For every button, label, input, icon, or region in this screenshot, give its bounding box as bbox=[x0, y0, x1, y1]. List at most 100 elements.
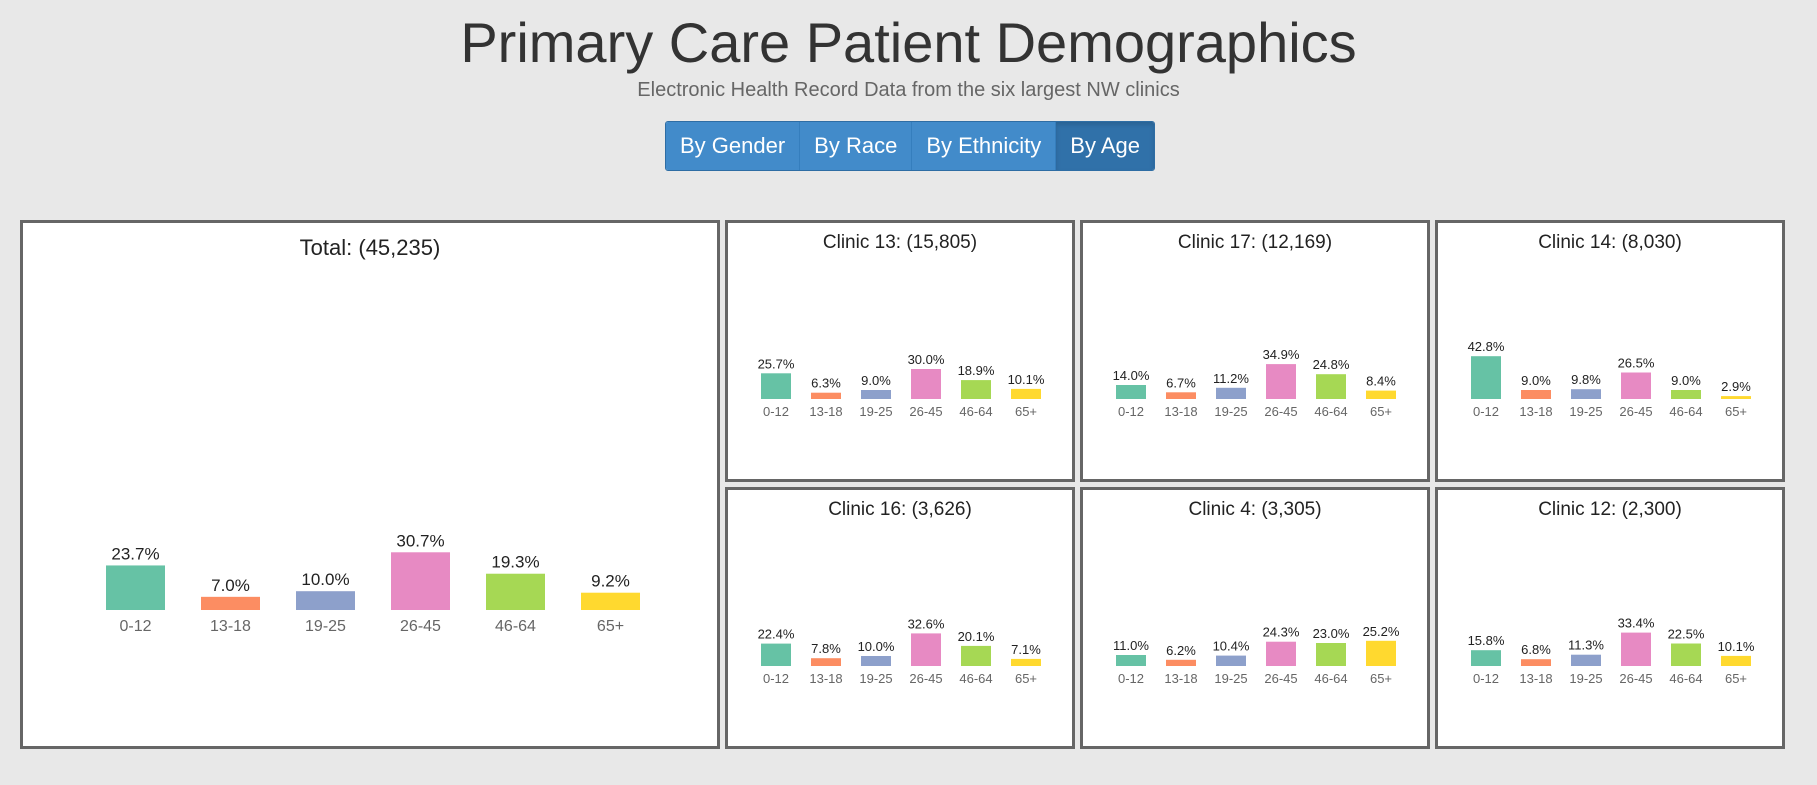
category-label: 46-64 bbox=[1669, 671, 1702, 686]
bar-chart: 14.0% 0-12 6.7% 13-18 11.2% 19-25 34.9% 26-45 24… bbox=[1113, 347, 1397, 419]
bar-chart: 15.8% 0-12 6.8% 13-18 11.3% 19-25 33.4% 26-45 22… bbox=[1468, 616, 1755, 686]
bar-26-45[interactable] bbox=[1621, 632, 1651, 666]
bar-19-25[interactable] bbox=[296, 591, 355, 610]
bar-65+[interactable] bbox=[1721, 396, 1751, 399]
value-label: 8.4% bbox=[1366, 374, 1396, 389]
bar-0-12[interactable] bbox=[761, 373, 791, 399]
chart-title: Clinic 4: (3,305) bbox=[1188, 499, 1322, 520]
clinic-4-chart-panel: 11.0% 0-12 6.2% 13-18 10.4% 19-25 24.3% 26-45 23… bbox=[1080, 487, 1430, 749]
category-label: 46-64 bbox=[959, 404, 992, 419]
bar-13-18[interactable] bbox=[811, 658, 841, 666]
bar-0-12[interactable] bbox=[1116, 385, 1146, 399]
bar-65+[interactable] bbox=[581, 592, 640, 610]
clinic-17-chart-panel: 14.0% 0-12 6.7% 13-18 11.2% 19-25 34.9% 26-45 24… bbox=[1080, 220, 1430, 482]
category-label: 19-25 bbox=[1214, 404, 1247, 419]
bar-26-45[interactable] bbox=[1266, 364, 1296, 399]
clinic-12-chart-panel: 15.8% 0-12 6.8% 13-18 11.3% 19-25 33.4% 26-45 22… bbox=[1435, 487, 1785, 749]
bar-19-25[interactable] bbox=[861, 656, 891, 666]
category-label: 19-25 bbox=[1569, 404, 1602, 419]
category-label: 19-25 bbox=[1569, 671, 1602, 686]
bar-0-12[interactable] bbox=[106, 565, 165, 610]
clinic-13-chart-panel: 25.7% 0-12 6.3% 13-18 9.0% 19-25 30.0% 26-45 18.… bbox=[725, 220, 1075, 482]
bar-13-18[interactable] bbox=[1521, 390, 1551, 399]
value-label: 9.0% bbox=[861, 373, 891, 388]
bar-26-45[interactable] bbox=[391, 552, 450, 610]
category-label: 46-64 bbox=[959, 671, 992, 686]
value-label: 19.3% bbox=[491, 553, 539, 572]
value-label: 24.8% bbox=[1313, 357, 1350, 372]
bar-chart: 42.8% 0-12 9.0% 13-18 9.8% 19-25 26.5% 26-45 9.0… bbox=[1468, 339, 1752, 419]
value-label: 30.0% bbox=[908, 352, 945, 367]
bar-0-12[interactable] bbox=[1116, 655, 1146, 666]
bar-26-45[interactable] bbox=[911, 633, 941, 666]
bar-19-25[interactable] bbox=[1216, 387, 1246, 399]
bar-19-25[interactable] bbox=[1571, 389, 1601, 399]
bar-65+[interactable] bbox=[1011, 658, 1041, 666]
bar-13-18[interactable] bbox=[811, 392, 841, 399]
bar-65+[interactable] bbox=[1366, 640, 1396, 666]
bar-46-64[interactable] bbox=[486, 573, 545, 610]
category-label: 46-64 bbox=[1314, 404, 1347, 419]
value-label: 42.8% bbox=[1468, 339, 1505, 354]
category-label: 65+ bbox=[1725, 404, 1747, 419]
view-toggle-group: By Gender By Race By Ethnicity By Age bbox=[665, 121, 1155, 171]
by-gender-button[interactable]: By Gender bbox=[666, 122, 801, 170]
value-label: 30.7% bbox=[396, 531, 444, 550]
bar-19-25[interactable] bbox=[861, 390, 891, 399]
category-label: 26-45 bbox=[1619, 404, 1652, 419]
chart-title: Total: (45,235) bbox=[299, 235, 441, 260]
category-label: 13-18 bbox=[809, 671, 842, 686]
bar-46-64[interactable] bbox=[961, 645, 991, 666]
value-label: 25.2% bbox=[1363, 624, 1400, 639]
bar-19-25[interactable] bbox=[1216, 655, 1246, 666]
clinic-14-chart-panel: 42.8% 0-12 9.0% 13-18 9.8% 19-25 26.5% 26-45 9.0… bbox=[1435, 220, 1785, 482]
value-label: 10.1% bbox=[1718, 639, 1755, 654]
category-label: 19-25 bbox=[859, 671, 892, 686]
clinic-16-chart-panel: 22.4% 0-12 7.8% 13-18 10.0% 19-25 32.6% 26-45 20… bbox=[725, 487, 1075, 749]
value-label: 7.1% bbox=[1011, 642, 1041, 657]
bar-26-45[interactable] bbox=[911, 369, 941, 399]
bar-0-12[interactable] bbox=[1471, 356, 1501, 399]
bar-46-64[interactable] bbox=[961, 380, 991, 399]
bar-0-12[interactable] bbox=[761, 643, 791, 666]
category-label: 13-18 bbox=[210, 618, 251, 635]
bar-13-18[interactable] bbox=[1166, 659, 1196, 666]
bar-26-45[interactable] bbox=[1621, 372, 1651, 400]
value-label: 20.1% bbox=[958, 629, 995, 644]
bar-46-64[interactable] bbox=[1671, 643, 1701, 667]
value-label: 22.5% bbox=[1668, 627, 1705, 642]
value-label: 23.0% bbox=[1313, 626, 1350, 641]
bar-chart: 25.7% 0-12 6.3% 13-18 9.0% 19-25 30.0% 26-45 18.… bbox=[758, 352, 1045, 419]
by-age-button[interactable]: By Age bbox=[1056, 122, 1154, 170]
bar-65+[interactable] bbox=[1721, 655, 1751, 666]
category-label: 0-12 bbox=[119, 618, 151, 635]
value-label: 9.8% bbox=[1571, 372, 1601, 387]
bar-46-64[interactable] bbox=[1316, 643, 1346, 666]
category-label: 0-12 bbox=[763, 671, 789, 686]
value-label: 11.0% bbox=[1113, 638, 1149, 653]
bar-chart: 23.7% 0-12 7.0% 13-18 10.0% 19-25 30.7% 26-45 19… bbox=[106, 531, 640, 635]
by-race-button[interactable]: By Race bbox=[800, 122, 913, 170]
category-label: 65+ bbox=[1725, 671, 1747, 686]
category-label: 65+ bbox=[1370, 404, 1392, 419]
value-label: 6.7% bbox=[1166, 375, 1196, 390]
bar-65+[interactable] bbox=[1366, 390, 1396, 399]
value-label: 25.7% bbox=[758, 356, 795, 371]
bar-26-45[interactable] bbox=[1266, 641, 1296, 666]
value-label: 11.2% bbox=[1213, 371, 1249, 386]
category-label: 26-45 bbox=[909, 404, 942, 419]
by-ethnicity-button[interactable]: By Ethnicity bbox=[912, 122, 1057, 170]
bar-65+[interactable] bbox=[1011, 388, 1041, 399]
bar-13-18[interactable] bbox=[1521, 659, 1551, 666]
bar-46-64[interactable] bbox=[1671, 390, 1701, 399]
bar-13-18[interactable] bbox=[1166, 392, 1196, 399]
bar-0-12[interactable] bbox=[1471, 650, 1501, 666]
chart-title: Clinic 17: (12,169) bbox=[1177, 232, 1333, 253]
category-label: 46-64 bbox=[1669, 404, 1702, 419]
category-label: 26-45 bbox=[400, 618, 441, 635]
value-label: 34.9% bbox=[1263, 347, 1300, 362]
bar-13-18[interactable] bbox=[201, 596, 260, 610]
chart-title: Clinic 16: (3,626) bbox=[828, 499, 972, 520]
bar-19-25[interactable] bbox=[1571, 654, 1601, 666]
bar-46-64[interactable] bbox=[1316, 374, 1346, 399]
